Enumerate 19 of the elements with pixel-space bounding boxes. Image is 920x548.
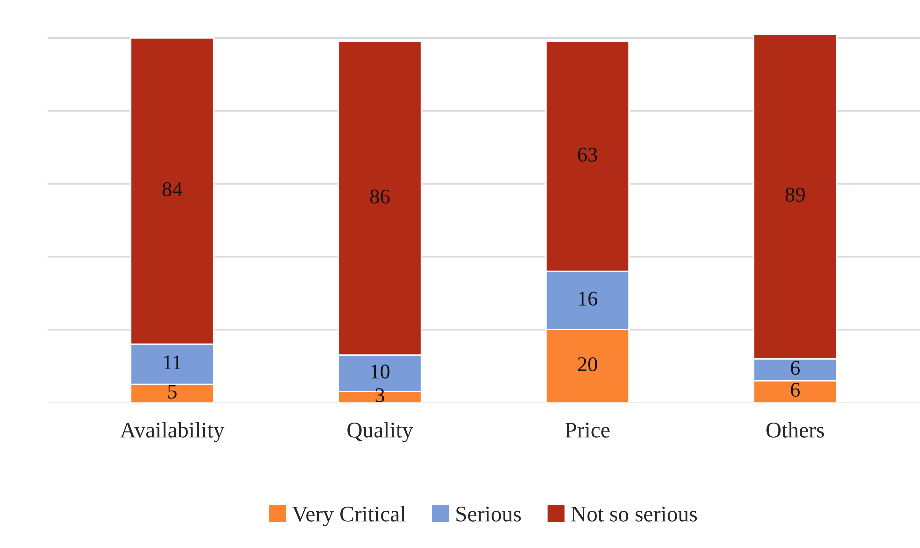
data-label: 10: [372, 364, 390, 379]
data-label: 11: [164, 356, 182, 370]
data-label: 5: [168, 385, 177, 399]
x-tick-label: Availability: [120, 422, 225, 442]
data-label: 89: [786, 188, 805, 202]
data-label: 6: [791, 361, 800, 376]
data-label: 16: [579, 292, 598, 306]
x-tick-label: Price: [566, 422, 610, 438]
legend-label: Serious: [456, 506, 522, 522]
data-label: 3: [376, 388, 384, 403]
x-tick-label: Quality: [348, 422, 414, 442]
legend-label: Not so serious: [571, 506, 698, 522]
x-tick-label: Others: [766, 422, 824, 438]
legend-label: Very Critical: [292, 506, 406, 526]
data-label: 20: [578, 357, 598, 372]
data-label: 86: [370, 190, 390, 204]
data-label: 84: [162, 182, 183, 197]
data-label: 63: [578, 148, 598, 162]
data-label: 6: [791, 383, 800, 398]
